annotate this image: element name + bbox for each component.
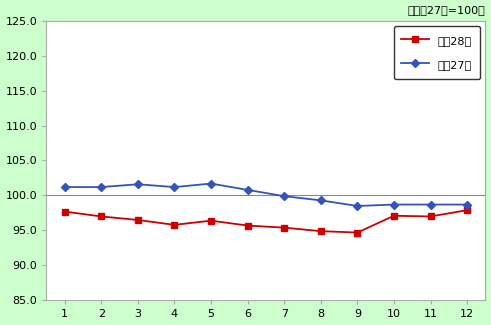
Legend: 帮成28年, 帮成27年: 帮成28年, 帮成27年 <box>394 26 480 79</box>
Text: （帮成27年=100）: （帮成27年=100） <box>408 5 486 15</box>
